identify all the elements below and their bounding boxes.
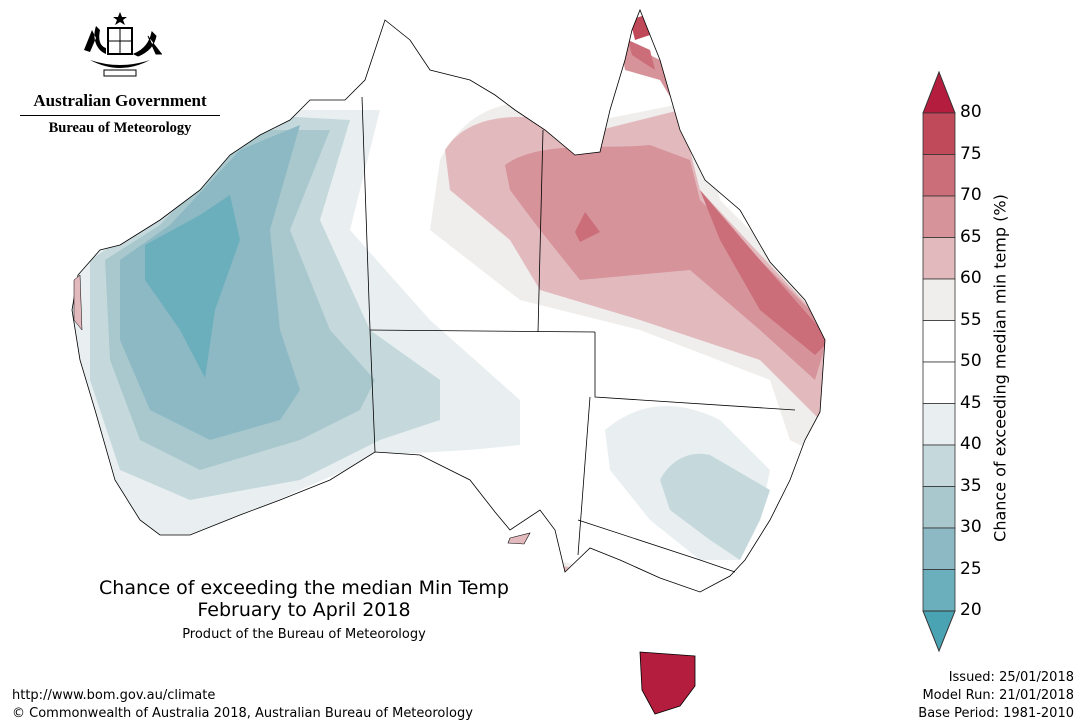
- model-run-date: Model Run: 21/01/2018: [922, 688, 1074, 703]
- legend-tick: 25: [960, 558, 982, 579]
- legend-swatch-65_70: [922, 195, 956, 238]
- zone-70-75: [575, 40, 825, 355]
- legend-swatch-35_40: [922, 444, 956, 487]
- coat-of-arms-icon: [84, 12, 162, 77]
- legend-tick: 40: [960, 434, 982, 454]
- legend-arrow-above80: [922, 70, 956, 114]
- title-line2: February to April 2018: [197, 599, 411, 621]
- zone-65-70: [505, 40, 825, 380]
- title-line1: Chance of exceeding the median Min Temp: [99, 577, 509, 599]
- legend-swatch-40_45: [922, 403, 956, 446]
- legend-arrow-below20: [922, 610, 956, 653]
- legend-swatch-25_30: [922, 527, 956, 570]
- legend-tick: 30: [960, 517, 982, 537]
- bureau-name: Bureau of Meteorology: [48, 120, 192, 136]
- base-period: Base Period: 1981-2010: [918, 706, 1074, 721]
- legend-swatch-55_60: [922, 278, 956, 321]
- legend-tick: 35: [960, 475, 982, 496]
- legend-swatch-60_65: [922, 237, 956, 280]
- bom-url-link[interactable]: http://www.bom.gov.au/climate: [12, 688, 216, 703]
- legend-tick: 60: [960, 268, 982, 288]
- map-title: Chance of exceeding the median Min Temp …: [40, 577, 568, 621]
- legend-tick: 75: [960, 143, 982, 164]
- legend-tick: 80: [960, 102, 982, 122]
- government-name: Australian Government: [20, 91, 220, 116]
- zone-65-70-vic: [565, 575, 625, 592]
- copyright: © Commonwealth of Australia 2018, Austra…: [12, 706, 473, 721]
- legend-tick: 20: [960, 600, 982, 620]
- wa-coast-islands: [73, 274, 83, 331]
- zone-20-25: [145, 195, 240, 378]
- australia-map: [71, 9, 826, 715]
- legend-swatch-30_35: [922, 486, 956, 529]
- legend-swatch-75_80: [922, 112, 956, 155]
- kangaroo-island: [507, 532, 531, 545]
- issued-date: Issued: 25/01/2018: [948, 670, 1074, 685]
- state-borders: [361, 96, 796, 573]
- legend-label: Chance of exceeding median min temp (%): [990, 194, 1010, 542]
- map-subtitle: Product of the Bureau of Meteorology: [182, 627, 426, 642]
- bom-logo: Australian Government Bureau of Meteorol…: [20, 10, 220, 137]
- legend-tick: 70: [960, 185, 982, 205]
- legend-tick: 55: [960, 309, 982, 330]
- legend-swatch-20_25: [922, 569, 956, 612]
- legend-swatch-70_75: [922, 154, 956, 197]
- legend-tick: 50: [960, 351, 982, 371]
- zone-60-65-vic: [560, 565, 635, 592]
- zone-35-40-east: [660, 453, 770, 560]
- tasmania: [639, 651, 696, 715]
- legend-tick: 45: [960, 392, 982, 413]
- legend-colorbar: [922, 70, 956, 653]
- legend-tick: 65: [960, 226, 982, 247]
- legend-swatch-50_55: [922, 320, 956, 363]
- legend-swatch-45_50: [922, 361, 956, 404]
